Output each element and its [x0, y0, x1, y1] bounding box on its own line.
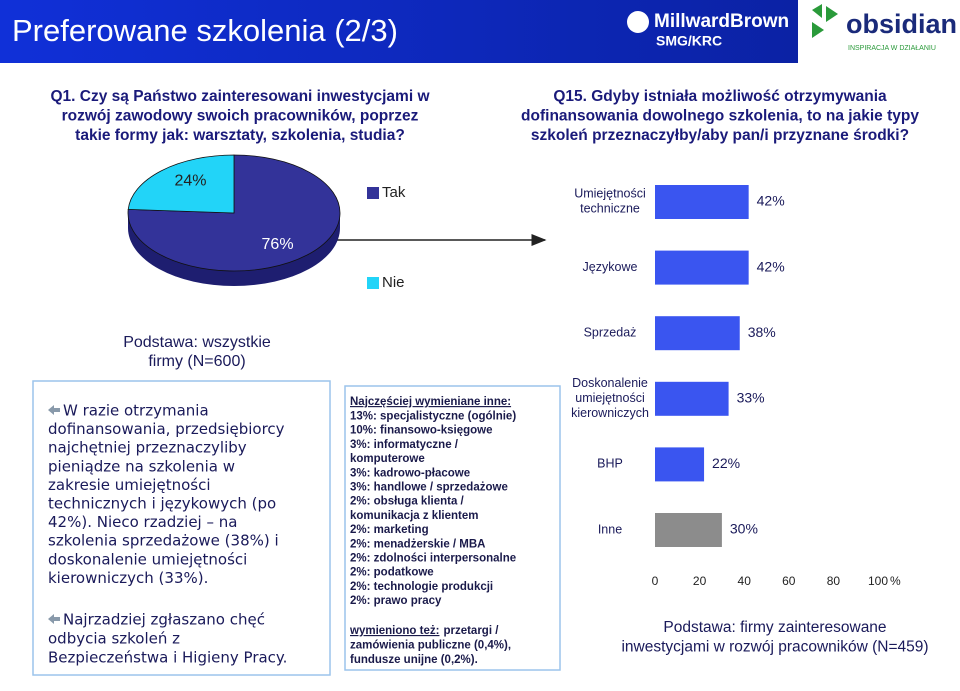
summary-text: pieniądze na szkolenia w [48, 457, 235, 475]
bar [655, 447, 705, 482]
summary-text: Bezpieczeństwa i Higieny Pracy. [48, 649, 287, 667]
other-item: 2%: technologie produkcji [350, 581, 493, 593]
summary-text: najchętniej przeznaczyliby [48, 439, 247, 457]
bullet-icon [48, 405, 60, 415]
other-item: 3%: kadrowo-płacowe [350, 467, 470, 479]
other-item: 3%: handlowe / sprzedażowe [350, 482, 508, 494]
summary-text: szkolenia sprzedażowe (38%) i [48, 532, 279, 550]
category-label: BHP [597, 457, 623, 471]
summary-text: 42%). Nieco rzadziej – na [48, 513, 237, 531]
question-text: Q15. Gdyby istniała możliwość otrzymywan… [553, 88, 887, 105]
x-tick-label: 0 [652, 574, 659, 588]
note-label: wymieniono też: [349, 625, 439, 637]
summary-text: doskonalenie umiejętności [48, 550, 247, 568]
logo-text: MillwardBrown [654, 11, 789, 32]
category-line: Doskonalenie [572, 376, 648, 390]
other-heading: Najczęściej wymieniane inne: [350, 396, 511, 408]
other-item: 3%: informatyczne / [350, 439, 459, 451]
note-text: fundusze unijne (0,2%). [350, 654, 478, 666]
bar-value-label: 22% [712, 455, 740, 471]
bar [655, 381, 729, 416]
category-label: Inne [598, 522, 622, 536]
pie-slice [127, 154, 235, 214]
other-item: komputerowe [350, 453, 425, 465]
x-unit: % [890, 574, 901, 588]
question-text: Q1. Czy są Państwo zainteresowani inwest… [50, 88, 430, 105]
x-tick-label: 20 [693, 574, 707, 588]
logo2-icon [812, 4, 838, 38]
note-text: zamówienia publiczne (0,4%), [350, 640, 511, 652]
category-line: kierowniczych [571, 406, 649, 420]
pie-label: 24% [174, 173, 206, 190]
pie-label: 76% [262, 236, 294, 253]
bar-value-label: 33% [737, 390, 765, 406]
caption: firmy (N=600) [148, 353, 245, 370]
question-text: takie formy jak: warsztaty, szkolenia, s… [75, 127, 405, 144]
logo-panel [798, 0, 960, 63]
bar [655, 316, 740, 351]
bar [655, 185, 749, 219]
caption: Podstawa: wszystkie [123, 334, 271, 351]
bar [655, 513, 722, 547]
category-label: Sprzedaż [584, 325, 637, 339]
other-item: 10%: finansowo-księgowe [350, 425, 493, 437]
question-text: szkoleń przeznaczyłby/aby pan/i przyznan… [531, 127, 909, 144]
logo2-sub: INSPIRACJA W DZIAŁANIU [848, 45, 936, 52]
bar-value-label: 42% [757, 258, 785, 274]
summary-text: kierowniczych (33%). [48, 569, 208, 587]
category-label: Doskonalenie umiejętności kierowniczych [571, 376, 649, 420]
note-line: przetargi / [443, 625, 499, 637]
other-item: 2%: marketing [350, 524, 429, 536]
caption: Podstawa: firmy zainteresowane [663, 619, 886, 636]
slide-title: Preferowane szkolenia (2/3) [12, 13, 398, 48]
summary-text: Najrzadziej zgłaszano chęć [63, 611, 265, 629]
other-item: 2%: zdolności interpersonalne [350, 553, 516, 565]
legend-swatch [367, 187, 379, 199]
legend-label: Tak [382, 184, 406, 201]
question-text: rozwój zawodowy swoich pracowników, popr… [62, 108, 419, 125]
summary-text: technicznych i językowych (po [48, 495, 276, 513]
x-tick-label: 60 [782, 574, 796, 588]
category-line: umiejętności [575, 391, 644, 405]
other-item: 13%: specjalistyczne (ogólnie) [350, 411, 516, 423]
pie-slice [127, 154, 341, 272]
logo2-text: obsidian [846, 9, 957, 39]
category-label: Językowe [583, 260, 638, 274]
logo-icon [627, 11, 649, 33]
bar-value-label: 30% [730, 521, 758, 537]
summary-text: zakresie umiejętności [48, 476, 211, 494]
bar-value-label: 38% [748, 324, 776, 340]
summary-box [32, 380, 331, 676]
note-text: wymieniono też: przetargi / [349, 625, 499, 637]
other-item: 2%: obsługa klienta / [350, 496, 465, 508]
bullet-icon [48, 614, 60, 624]
logo-sub: SMG/KRC [656, 33, 722, 49]
summary-text: dofinansowania, przedsiębiorcy [48, 420, 285, 438]
other-item: komunikacja z klientem [350, 510, 478, 522]
legend-swatch [367, 277, 379, 289]
x-tick-label: 100 [868, 574, 888, 588]
caption: inwestycjami w rozwój pracowników (N=459… [621, 639, 928, 656]
other-box [344, 385, 561, 671]
bar-value-label: 42% [757, 193, 785, 209]
other-item: 2%: menadżerskie / MBA [350, 538, 486, 550]
legend-label: Nie [382, 274, 405, 291]
other-item: 2%: podatkowe [350, 567, 434, 579]
category-line: Umiejętności [574, 187, 646, 201]
category-label: Umiejętności techniczne [574, 187, 646, 216]
question-text: dofinansowania dowolnego szkolenia, to n… [521, 108, 919, 125]
summary-text: W razie otrzymania [63, 402, 209, 420]
summary-text: odbycia szkoleń z [48, 630, 180, 648]
x-tick-label: 40 [738, 574, 752, 588]
bar [655, 250, 749, 285]
x-tick-label: 80 [827, 574, 841, 588]
category-line: techniczne [580, 202, 640, 216]
other-item: 2%: prawo pracy [350, 595, 442, 607]
